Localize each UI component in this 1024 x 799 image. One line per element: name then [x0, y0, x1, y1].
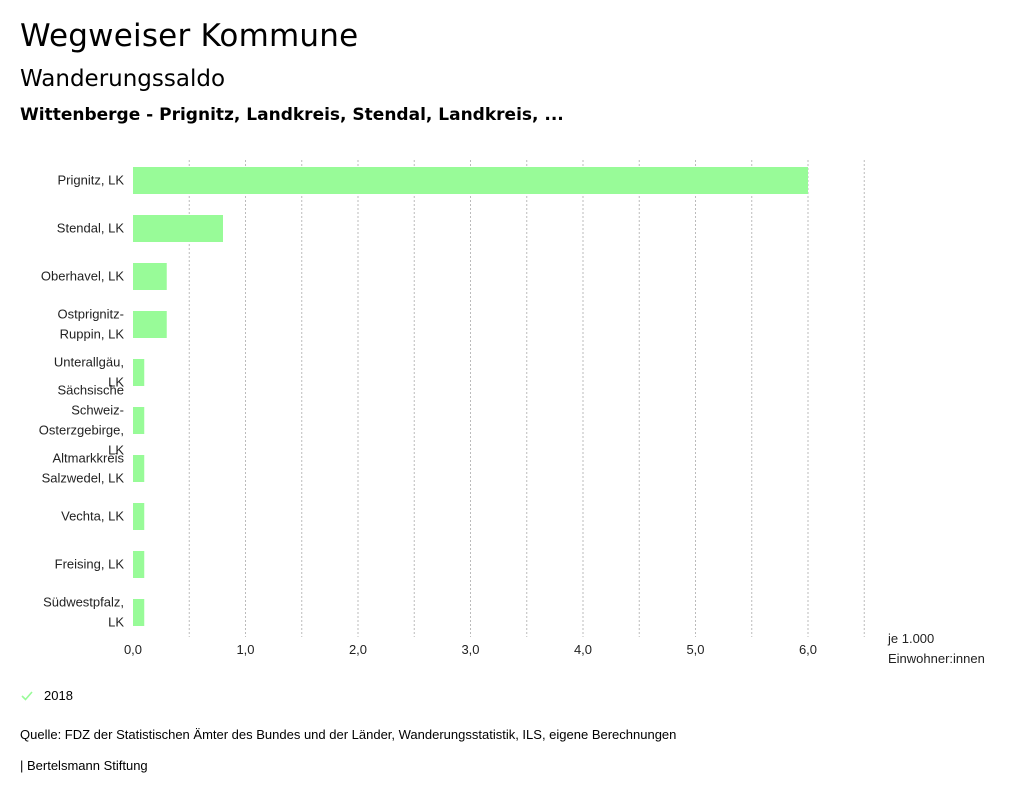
category-label-0: Prignitz, LK: [58, 173, 125, 188]
x-tick-label-2: 2,0: [349, 642, 367, 657]
category-label-line: LK: [108, 615, 124, 630]
bar-chart: Prignitz, LK Stendal, LK Oberhavel, LK Ostp…: [39, 160, 985, 666]
category-label-4: Unterallgäu, LK: [54, 355, 124, 390]
category-label-line: Schweiz-: [71, 403, 124, 418]
category-label-line: Altmarkkreis: [52, 451, 124, 466]
x-tick-label-0: 0,0: [124, 642, 142, 657]
unit-label-line: Einwohner:innen: [888, 651, 985, 666]
category-label-line: LK: [108, 443, 124, 458]
x-tick-label-5: 5,0: [686, 642, 704, 657]
page-title: Wegweiser Kommune: [20, 18, 359, 54]
x-tick-label-3: 3,0: [461, 642, 479, 657]
category-label-3: Ostprignitz- Ruppin, LK: [58, 307, 125, 342]
bar-8: [133, 551, 145, 578]
check-icon: [21, 690, 33, 701]
category-label-9: Südwestpfalz, LK: [43, 595, 124, 630]
category-label-line: Ruppin, LK: [60, 327, 125, 342]
bar-7: [133, 503, 145, 530]
category-label-8: Freising, LK: [55, 557, 125, 572]
category-label-line: Prignitz, LK: [58, 173, 125, 188]
bar-3: [133, 311, 167, 338]
category-label-line: Vechta, LK: [61, 509, 124, 524]
category-label-2: Oberhavel, LK: [41, 269, 124, 284]
category-label-line: Unterallgäu,: [54, 355, 124, 370]
category-label-line: Stendal, LK: [57, 221, 125, 236]
category-label-5: Sächsische Schweiz- Osterzgebirge, LK: [39, 383, 125, 458]
category-label-line: Oberhavel, LK: [41, 269, 124, 284]
legend-label: 2018: [44, 688, 73, 703]
category-label-line: Salzwedel, LK: [42, 471, 125, 486]
unit-label: je 1.000 Einwohner:innen: [887, 631, 985, 666]
category-label-6: Altmarkkreis Salzwedel, LK: [42, 451, 125, 486]
category-label-line: Sächsische: [58, 383, 124, 398]
legend-item-2018[interactable]: 2018: [20, 688, 73, 703]
bar-1: [133, 215, 223, 242]
bar-5: [133, 407, 145, 434]
source-note: Quelle: FDZ der Statistischen Ämter des …: [20, 727, 677, 742]
x-tick-label-4: 4,0: [574, 642, 592, 657]
x-tick-label-6: 6,0: [799, 642, 817, 657]
bar-9: [133, 599, 145, 626]
category-label-line: Osterzgebirge,: [39, 423, 124, 438]
category-label-line: LK: [108, 375, 124, 390]
unit-label-line: je 1.000: [887, 631, 934, 646]
x-tick-label-1: 1,0: [236, 642, 254, 657]
bar-6: [133, 455, 145, 482]
category-label-line: Ostprignitz-: [58, 307, 124, 322]
category-label-7: Vechta, LK: [61, 509, 124, 524]
credit-note: | Bertelsmann Stiftung: [20, 758, 148, 773]
category-label-line: Freising, LK: [55, 557, 125, 572]
chart-subtitle: Wanderungssaldo: [20, 66, 226, 92]
category-label-1: Stendal, LK: [57, 221, 125, 236]
region-title: Wittenberge - Prignitz, Landkreis, Stend…: [20, 105, 564, 125]
bar-0: [133, 167, 808, 194]
category-label-line: Südwestpfalz,: [43, 595, 124, 610]
bar-2: [133, 263, 167, 290]
bar-4: [133, 359, 145, 386]
